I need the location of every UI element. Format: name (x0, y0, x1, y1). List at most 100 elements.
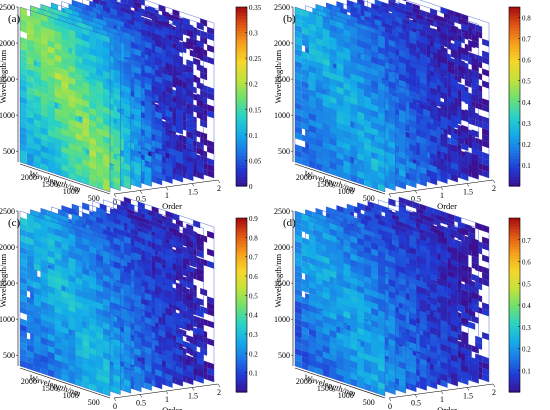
colorbar-tick-label: 0.4 (522, 99, 531, 107)
vertical-tick-label: 500 (3, 351, 15, 360)
depth-tick-label: 1500 (317, 384, 333, 393)
order-tick (165, 390, 169, 395)
order-tick-label: 0 (113, 198, 117, 207)
colorbar-tick-label: 0.6 (522, 259, 531, 267)
panel-3: 5001000150020002500Wavelength/nm50010001… (273, 196, 496, 410)
colorbar-tick-label: 0.5 (522, 78, 531, 86)
depth-axis-line (19, 163, 111, 195)
order-tick (191, 183, 195, 187)
colorbar-tick-label: 0.3 (249, 331, 258, 339)
order-tick-label: 1 (440, 191, 444, 200)
depth-tick-label: 1000 (63, 391, 79, 400)
colorbar-tick-label: 0.8 (249, 234, 258, 242)
depth-tick-label: 1500 (42, 180, 58, 189)
colorbar-tick-label: 0.05 (249, 157, 262, 165)
colorbar-tick-label: 0.7 (249, 254, 258, 262)
vertical-tick-label: 1500 (0, 279, 15, 288)
vertical-tick-label: 2000 (274, 243, 290, 252)
vertical-tick-label: 2000 (274, 39, 290, 48)
vertical-tick-label: 2000 (0, 39, 15, 48)
colorbar-tick-label: 0.4 (522, 302, 531, 310)
slice-order-0 (294, 210, 386, 397)
vertical-tick-label: 500 (278, 351, 290, 360)
colorbar-tick-label: 0.5 (522, 280, 531, 288)
vertical-tick-label: 2500 (274, 3, 290, 12)
colorbar-tick-label: 0.1 (249, 370, 258, 378)
slice-order-0 (19, 6, 111, 193)
depth-tick-label: 2000 (296, 377, 312, 386)
depth-tick-label: 500 (88, 194, 100, 203)
order-axis-title: Order (437, 405, 457, 410)
order-tick-label: 0.5 (136, 195, 146, 204)
order-tick (191, 387, 195, 391)
depth-tick-label: 500 (363, 398, 375, 407)
order-tick (440, 390, 444, 395)
panel-2: 5001000150020002500Wavelength/nm50010001… (0, 196, 221, 410)
colorbar-tick-label: 0.25 (249, 55, 262, 63)
order-tick (388, 193, 392, 198)
order-axis-title: Order (162, 201, 182, 211)
slice-order-0 (19, 210, 111, 397)
panel-label: (b) (283, 13, 296, 25)
colorbar-tick-label: 0.7 (522, 237, 531, 245)
order-tick (414, 394, 418, 398)
colorbar: 0.1 0.2 0.3 0.4 0.5 0.6 0.7 0.8 0.9 (235, 215, 258, 393)
colorbar-frame (235, 217, 248, 393)
order-tick (165, 186, 169, 191)
order-tick (492, 179, 496, 184)
vertical-tick-label: 1000 (274, 315, 290, 324)
panel-0: 500 1000 1500 2000 2500 Wavelength/nm 500 1000 1… (0, 0, 221, 211)
vertical-tick-label: 1000 (274, 111, 290, 120)
colorbar-tick-label: 0.4 (249, 312, 258, 320)
order-tick (113, 193, 117, 198)
colorbar-tick-label: 0.35 (249, 4, 262, 12)
order-axis-title: Order (162, 405, 182, 410)
order-tick-label: 1.5 (463, 392, 473, 401)
depth-tick-label: 1500 (317, 180, 333, 189)
vertical-tick-label: 2500 (0, 207, 15, 216)
colorbar: 0.1 0.2 0.3 0.4 0.5 0.6 0.7 0.8 (508, 6, 531, 187)
order-tick (388, 397, 392, 402)
vertical-tick-label: 500 (3, 147, 15, 156)
panel-label: (c) (8, 217, 21, 229)
order-tick-label: 0.5 (411, 399, 421, 408)
order-tick-label: 2 (217, 388, 221, 397)
depth-axis-line (19, 367, 111, 399)
order-tick (139, 394, 143, 398)
colorbar-tick-label: 0.2 (249, 81, 258, 89)
order-tick-label: 1 (165, 191, 169, 200)
depth-tick-label: 2000 (21, 173, 37, 182)
depth-tick-label: 1500 (42, 384, 58, 393)
depth-tick-label: 500 (88, 398, 100, 407)
order-tick-label: 1.5 (188, 392, 198, 401)
vertical-tick-label: 2500 (0, 3, 15, 12)
vertical-tick-label: 2500 (274, 207, 290, 216)
order-axis-title: Order (437, 201, 457, 211)
colorbar-tick-label: 0.3 (249, 30, 258, 38)
y-axis-title: Wavelength/nm (0, 50, 8, 104)
colorbar-tick-label: 0.2 (522, 141, 531, 149)
depth-axis-line (294, 163, 386, 195)
panel-label: (a) (8, 13, 21, 25)
vertical-tick-label: 1500 (274, 279, 290, 288)
panel-label: (d) (283, 217, 296, 229)
depth-axis-line (294, 367, 386, 399)
order-tick (440, 186, 444, 191)
order-tick-label: 2 (217, 184, 221, 193)
order-tick-label: 1.5 (463, 188, 473, 197)
colorbar-tick-label: 0.6 (522, 57, 531, 65)
vertical-tick-label: 1000 (0, 315, 15, 324)
order-tick-label: 1.5 (188, 188, 198, 197)
order-tick (466, 387, 470, 391)
colorbar: 0 0.05 0.1 0.15 0.2 0.25 0.3 0.35 (235, 4, 262, 191)
colorbar-tick-label: 0.7 (522, 36, 531, 44)
colorbar-tick-label: 0 (249, 183, 253, 191)
colorbar: 0.1 0.2 0.3 0.4 0.5 0.6 0.7 (508, 217, 531, 393)
order-tick-label: 1 (440, 395, 444, 404)
order-tick (217, 179, 221, 184)
y-axis-title: Wavelength/nm (273, 50, 283, 104)
colorbar-tick-label: 0.15 (249, 106, 262, 114)
colorbar-tick-label: 0.2 (249, 350, 258, 358)
depth-tick-label: 500 (363, 194, 375, 203)
colorbar-tick-label: 0.3 (522, 324, 531, 332)
